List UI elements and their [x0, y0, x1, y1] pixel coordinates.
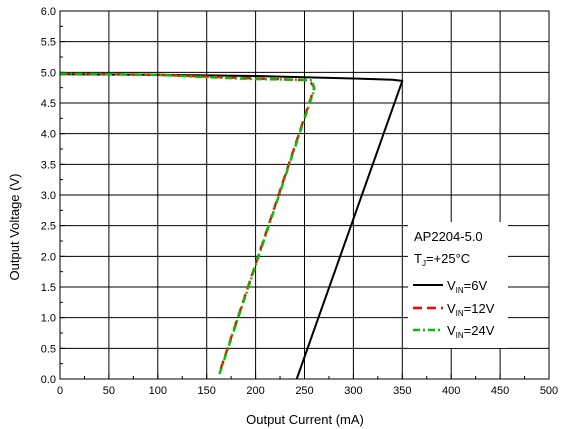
annotation-t-sub: J	[422, 259, 426, 268]
x-tick-label: 50	[103, 385, 115, 397]
plot-frame	[59, 10, 550, 380]
x-tick-label: 250	[295, 385, 313, 397]
y-tick-label: 0.5	[41, 343, 56, 355]
y-tick-label: 4.0	[41, 129, 56, 141]
x-tick-label: 200	[246, 385, 264, 397]
x-tick-label: 100	[149, 385, 167, 397]
x-tick-label: 0	[57, 385, 63, 397]
y-axis-title: Output Voltage (V)	[7, 174, 22, 281]
annotation-t: T	[414, 251, 422, 266]
y-tick-label: 2.0	[41, 251, 56, 263]
legend-label-6v: VIN=6V	[447, 278, 487, 295]
y-tick-label: 3.5	[41, 159, 56, 171]
x-axis-title: Output Current (mA)	[246, 412, 364, 427]
x-tick-label: 150	[198, 385, 216, 397]
y-tick-label: 6.0	[41, 6, 56, 18]
y-tick-label: 3.0	[41, 190, 56, 202]
y-tick-label: 5.5	[41, 37, 56, 49]
series-line-24v	[59, 72, 316, 375]
series-line-6v	[59, 73, 404, 380]
tick-labels: 0 50 100 150 200 250 300 350 400 450 500 0.0 0.5 1.0 1…	[41, 6, 558, 397]
y-tick-label: 1.0	[41, 313, 56, 325]
legend-label-24v: VIN=24V	[447, 323, 495, 340]
y-tick-label: 1.5	[41, 282, 56, 294]
y-tick-label: 0.0	[41, 374, 56, 386]
annotation-part: AP2204-5.0	[414, 229, 483, 244]
x-tick-label: 500	[540, 385, 558, 397]
x-tick-label: 400	[442, 385, 460, 397]
legend: AP2204-5.0 TJ=+25°C VIN=6V VIN=12V VIN=2…	[408, 222, 508, 348]
series-layer	[59, 72, 404, 380]
y-tick-label: 2.5	[41, 221, 56, 233]
annotation-temperature: TJ=+25°C	[414, 251, 470, 268]
x-tick-label: 350	[393, 385, 411, 397]
annotation-t-rest: =+25°C	[426, 251, 470, 266]
x-tick-label: 300	[344, 385, 362, 397]
y-tick-label: 5.0	[41, 67, 56, 79]
x-tick-label: 450	[491, 385, 509, 397]
legend-label-12v: VIN=12V	[447, 301, 495, 318]
y-tick-label: 4.5	[41, 98, 56, 110]
